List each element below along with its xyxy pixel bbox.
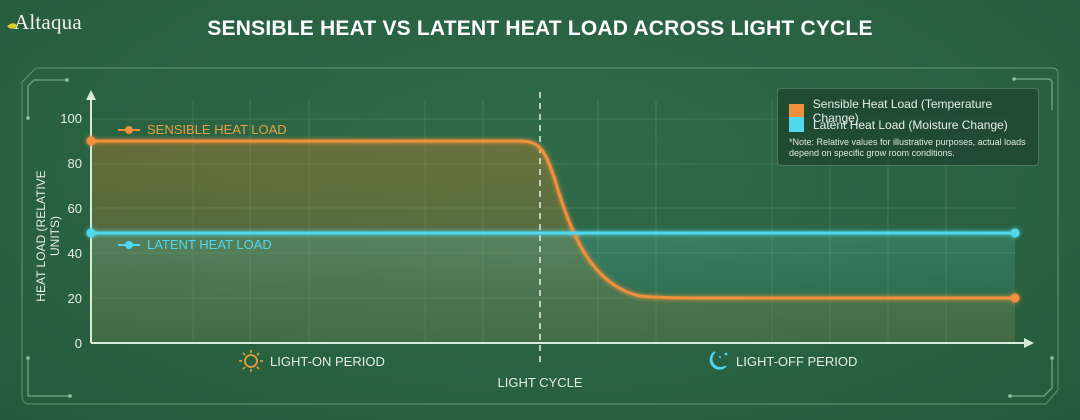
latent-series-label: LATENT HEAT LOAD: [147, 237, 272, 252]
y-tick-40: 40: [67, 246, 82, 261]
brand-name: Altaqua: [14, 10, 82, 34]
latent-area: [91, 233, 1015, 343]
y-tick-80: 80: [67, 156, 82, 171]
legend-label-sensible: Sensible Heat Load (Temperature Change): [812, 97, 993, 125]
legend-item-sensible: Sensible Heat Load (Temperature Change): [789, 97, 1038, 125]
light-off-label: LIGHT-OFF PERIOD: [736, 353, 858, 369]
legend-note: *Note: Relative values for illustrative …: [789, 137, 1026, 158]
sensible-swatch: [789, 103, 804, 119]
legend-label-latent: Latent Heat Load (Moisture Change): [813, 117, 1008, 132]
legend-item-latent: Latent Heat Load (Moisture Change): [789, 117, 1008, 132]
y-axis-label: HEAT LOAD (RELATIVE UNITS): [34, 170, 62, 302]
legend: Sensible Heat Load (Temperature Change) …: [777, 88, 1039, 166]
y-tick-60: 60: [67, 201, 82, 216]
latent-swatch: [789, 117, 804, 132]
sensible-line: [91, 139, 1015, 300]
light-off-period: LIGHT-OFF PERIOD: [706, 350, 857, 372]
y-tick-100: 100: [60, 111, 82, 126]
sensible-series-label: SENSIBLE HEAT LOAD: [147, 122, 287, 137]
chart-title: SENSIBLE HEAT VS LATENT HEAT LOAD ACROSS…: [207, 17, 873, 40]
sensible-label-marker: [118, 126, 140, 134]
latent-label-marker: [118, 241, 140, 249]
x-axis-label: LIGHT CYCLE: [497, 375, 583, 390]
moon-icon: [709, 351, 728, 370]
light-on-label: LIGHT-ON PERIOD: [270, 353, 385, 369]
y-tick-20: 20: [67, 291, 82, 306]
decorative-frame: [21, 67, 1059, 405]
y-tick-0: 0: [74, 336, 82, 351]
light-on-period: LIGHT-ON PERIOD: [238, 350, 385, 372]
brand-logo: Altaqua: [7, 10, 82, 35]
sun-icon: [239, 350, 263, 372]
